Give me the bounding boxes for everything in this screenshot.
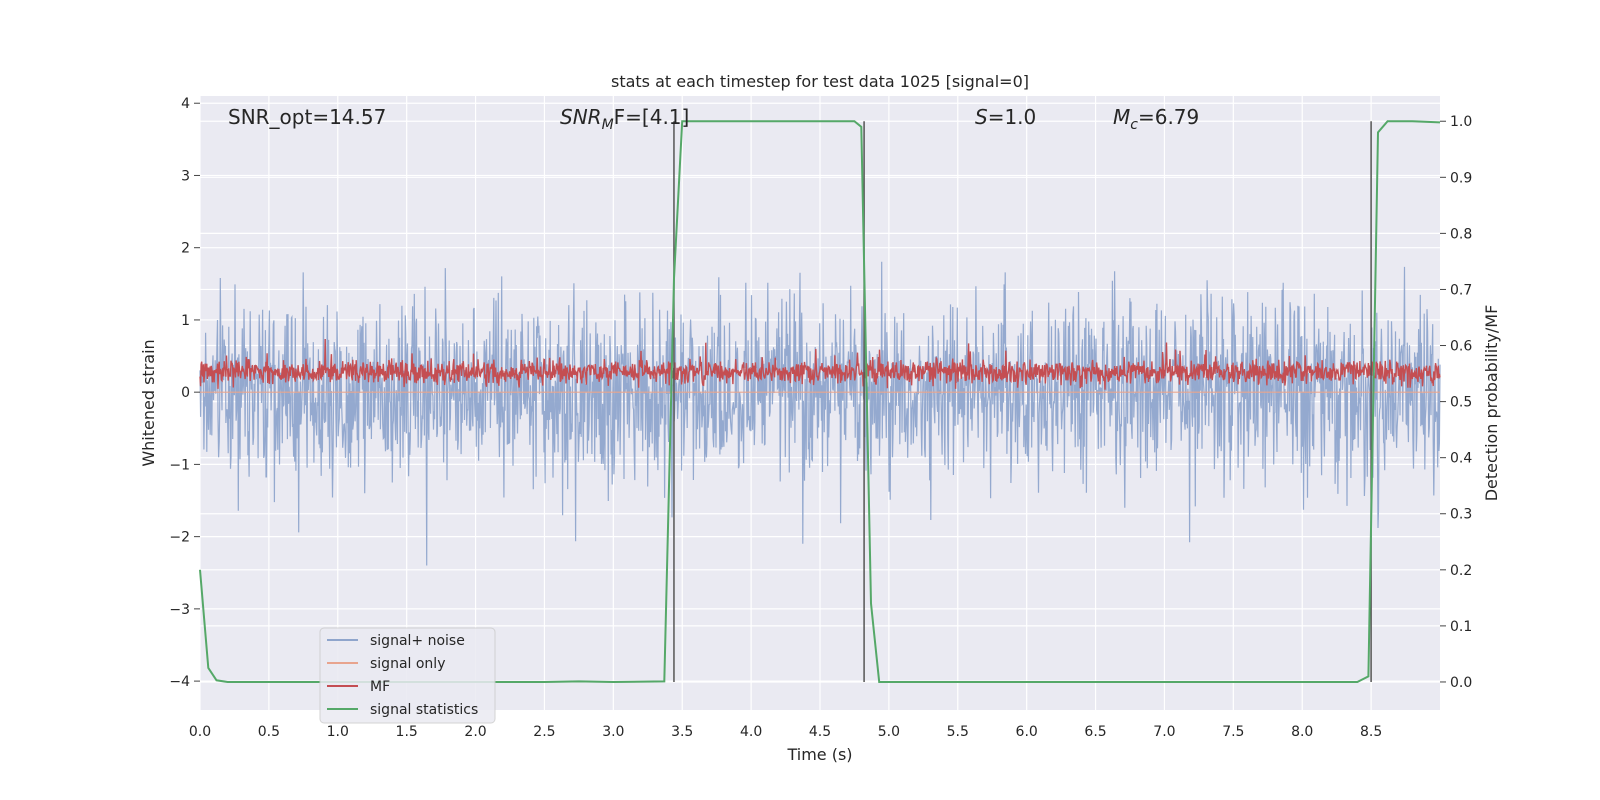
x-tick-label: 3.5 <box>671 724 693 740</box>
left-y-tick-label: 4 <box>181 96 190 112</box>
x-tick-label: 8.0 <box>1291 724 1313 740</box>
x-tick-label: 5.5 <box>947 724 969 740</box>
right-y-tick-label: 0.4 <box>1450 451 1472 467</box>
x-tick-label: 0.0 <box>189 724 211 740</box>
snr-mf-sub: M <box>602 117 614 133</box>
mc-sub: c <box>1130 117 1138 133</box>
x-tick-label: 2.5 <box>533 724 555 740</box>
x-tick-label: 7.0 <box>1153 724 1175 740</box>
x-tick-label: 6.5 <box>1084 724 1106 740</box>
x-tick-label: 4.0 <box>740 724 762 740</box>
right-y-tick-label: 0.7 <box>1450 282 1472 298</box>
right-y-tick-label: 0.2 <box>1450 563 1472 579</box>
left-y-tick-label: 0 <box>181 385 190 401</box>
s-main: S <box>975 105 988 129</box>
annotation-s: S=1.0 <box>975 105 1036 129</box>
legend-label-signal-noise: signal+ noise <box>370 633 465 649</box>
signal-noise-line <box>199 261 1441 566</box>
chart-title: stats at each timestep for test data 102… <box>611 72 1029 91</box>
left-y-tick-label: −1 <box>169 457 190 473</box>
left-y-tick-label: −4 <box>169 674 190 690</box>
annotation-snr-opt: SNR_opt=14.57 <box>228 105 386 129</box>
x-tick-label: 1.5 <box>396 724 418 740</box>
left-y-tick-label: −3 <box>169 602 190 618</box>
right-y-tick-label: 1.0 <box>1450 114 1472 130</box>
legend-label-signal-only: signal only <box>370 656 445 672</box>
right-y-tick-label: 0.8 <box>1450 226 1472 242</box>
snr-mf-rest: F=[4.1] <box>614 105 690 129</box>
right-y-tick-label: 0.5 <box>1450 395 1472 411</box>
x-tick-label: 8.5 <box>1360 724 1382 740</box>
mc-rest: =6.79 <box>1138 105 1199 129</box>
annotation-snr-mf: SNRMF=[4.1] <box>560 105 689 133</box>
x-tick-label: 5.0 <box>878 724 900 740</box>
legend-label-mf: MF <box>370 679 390 695</box>
grid <box>199 96 1440 710</box>
vertical-lines <box>673 121 1372 682</box>
legend-label-signal-statistics: signal statistics <box>370 702 478 718</box>
right-y-tick-label: 0.6 <box>1450 339 1472 355</box>
right-y-tick-label: 0.1 <box>1450 619 1472 635</box>
right-y-tick-label: 0.9 <box>1450 170 1472 186</box>
left-y-tick-label: −2 <box>169 530 190 546</box>
s-rest: =1.0 <box>988 105 1037 129</box>
right-y-tick-label: 0.3 <box>1450 507 1472 523</box>
x-tick-label: 3.0 <box>602 724 624 740</box>
left-y-axis-label: Whitened strain <box>139 339 158 466</box>
left-y-tick-label: 2 <box>181 241 190 257</box>
legend: signal+ noise signal only MF signal stat… <box>319 627 496 724</box>
x-tick-label: 7.5 <box>1222 724 1244 740</box>
left-y-axis-ticks: 4 3 2 1 0 −1 −2 −3 −4 <box>169 96 200 690</box>
snr-mf-main: SNR <box>560 105 602 129</box>
right-y-tick-label: 0.0 <box>1450 675 1472 691</box>
left-y-tick-label: 3 <box>181 168 190 184</box>
right-y-axis-label: Detection probability/MF <box>1482 305 1501 502</box>
annotation-mc: Mc=6.79 <box>1113 105 1199 133</box>
x-tick-label: 2.0 <box>464 724 486 740</box>
series-mf <box>199 338 1441 390</box>
x-tick-label: 1.0 <box>327 724 349 740</box>
x-axis-ticks: 0.0 0.5 1.0 1.5 2.0 2.5 3.0 3.5 4.0 4.5 5.0 5.5 6.0 6… <box>189 724 1382 740</box>
left-y-tick-label: 1 <box>181 313 190 329</box>
mc-main: M <box>1113 105 1130 129</box>
x-tick-label: 4.5 <box>809 724 831 740</box>
legend-box <box>319 627 496 724</box>
x-tick-label: 0.5 <box>258 724 280 740</box>
series-signal-noise <box>199 261 1441 566</box>
mf-line <box>199 338 1441 390</box>
x-tick-label: 6.0 <box>1016 724 1038 740</box>
x-axis-label: Time (s) <box>786 745 852 764</box>
right-y-axis-ticks: 1.0 0.9 0.8 0.7 0.6 0.5 0.4 0.3 0.2 0.1 0.0 <box>1440 114 1472 691</box>
